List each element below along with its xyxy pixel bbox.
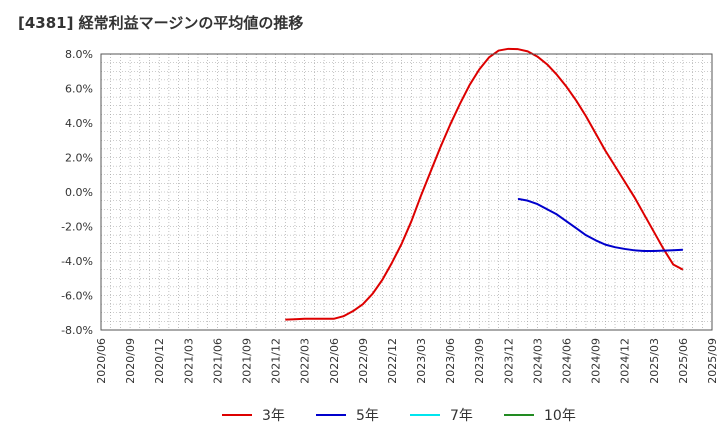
series-line-3y <box>285 47 684 321</box>
legend-item-3y: 3年 <box>222 403 285 427</box>
x-tick-label: 2021/12 <box>270 338 283 384</box>
x-tick-label: 2024/03 <box>531 338 544 384</box>
series-lines <box>285 47 684 321</box>
x-tick-label: 2022/12 <box>386 338 399 384</box>
legend-item-10y: 10年 <box>504 403 576 427</box>
legend-label-5y: 5年 <box>356 408 379 424</box>
y-tick-label: -4.0% <box>61 255 93 268</box>
legend-swatch-10y <box>504 414 534 416</box>
legend-swatch-5y <box>316 414 346 416</box>
y-axis-ticks: 8.0% 6.0% 4.0% 2.0% 0.0% -2.0% -4.0% -6.0% -8.0% <box>61 48 93 337</box>
y-tick-label: 4.0% <box>65 117 93 130</box>
x-tick-label: 2025/03 <box>648 338 661 384</box>
x-tick-label: 2022/03 <box>299 338 312 384</box>
x-tick-label: 2023/03 <box>415 338 428 384</box>
x-tick-label: 2020/12 <box>153 338 166 384</box>
series-line-5y <box>517 197 683 252</box>
x-tick-label: 2024/06 <box>561 338 574 384</box>
y-tick-label: 2.0% <box>65 152 93 165</box>
y-tick-label: -6.0% <box>61 290 93 303</box>
x-tick-label: 2021/03 <box>182 338 195 384</box>
line-chart: 8.0% 6.0% 4.0% 2.0% 0.0% -2.0% -4.0% -6.0% -8.0%… <box>61 47 719 384</box>
legend-item-7y: 7年 <box>410 403 473 427</box>
y-tick-label: -2.0% <box>61 221 93 234</box>
legend-label-7y: 7年 <box>450 408 473 424</box>
legend-item-5y: 5年 <box>316 403 379 427</box>
x-tick-label: 2023/12 <box>502 338 515 384</box>
x-tick-label: 2023/09 <box>473 338 486 384</box>
x-tick-label: 2023/06 <box>444 338 457 384</box>
legend-swatch-7y <box>410 414 440 416</box>
y-tick-label: -8.0% <box>61 324 93 337</box>
legend-swatch-3y <box>222 414 252 416</box>
chart-title: [4381] 経常利益マージンの平均値の推移 <box>18 14 304 32</box>
x-tick-label: 2021/09 <box>240 338 253 384</box>
y-tick-label: 6.0% <box>65 83 93 96</box>
x-tick-label: 2021/06 <box>211 338 224 384</box>
x-axis-ticks: 2020/06 2020/09 2020/12 2021/03 2021/06 2021/… <box>95 338 719 384</box>
x-tick-label: 2022/09 <box>357 338 370 384</box>
x-tick-label: 2022/06 <box>328 338 341 384</box>
plot-frame <box>100 53 713 331</box>
x-tick-label: 2025/09 <box>706 338 719 384</box>
x-tick-label: 2020/06 <box>95 338 108 384</box>
x-tick-label: 2025/06 <box>677 338 690 384</box>
legend: 3年 5年 7年 10年 <box>0 403 720 427</box>
x-tick-label: 2020/09 <box>124 338 137 384</box>
legend-label-3y: 3年 <box>262 408 285 424</box>
x-tick-label: 2024/09 <box>590 338 603 384</box>
legend-label-10y: 10年 <box>544 408 576 424</box>
grid-lines <box>100 53 713 331</box>
y-tick-label: 0.0% <box>65 186 93 199</box>
x-tick-label: 2024/12 <box>619 338 632 384</box>
y-tick-label: 8.0% <box>65 48 93 61</box>
